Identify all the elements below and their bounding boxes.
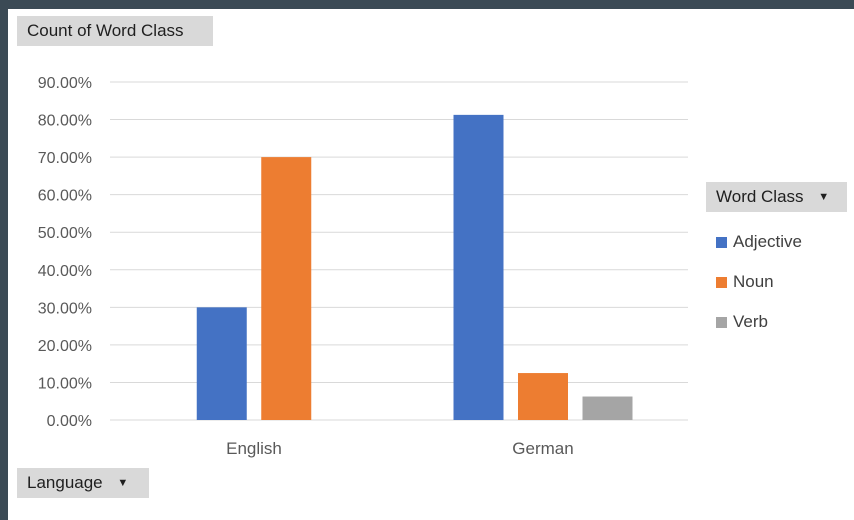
legend-label: Verb <box>733 312 768 332</box>
y-tick-label: 10.00% <box>38 375 92 392</box>
bar-adjective-english[interactable] <box>197 307 247 420</box>
verb-swatch-icon <box>716 317 727 328</box>
values-field-label: Count of Word Class <box>27 21 184 40</box>
dropdown-arrow-icon: ▼ <box>818 182 829 212</box>
y-axis-tick-labels: 0.00% 10.00% 20.00% 30.00% 40.00% 50.00% 60.00… <box>38 75 92 430</box>
axis-field-button[interactable]: Language ▼ <box>17 468 149 498</box>
legend-label: Noun <box>733 272 774 292</box>
legend-item-adjective: Adjective <box>716 222 802 262</box>
y-tick-label: 80.00% <box>38 113 92 130</box>
y-tick-label: 20.00% <box>38 338 92 355</box>
legend: Adjective Noun Verb <box>716 222 802 342</box>
bar-noun-german[interactable] <box>518 373 568 420</box>
x-category-label: English <box>226 439 282 458</box>
bar-noun-english[interactable] <box>261 157 311 420</box>
y-tick-label: 60.00% <box>38 188 92 205</box>
x-category-label: German <box>512 439 573 458</box>
gridlines <box>110 82 688 420</box>
x-axis-category-labels: English German <box>226 439 574 458</box>
axis-field-label: Language <box>27 473 103 492</box>
legend-field-label: Word Class <box>716 187 804 206</box>
legend-field-button[interactable]: Word Class ▼ <box>706 182 847 212</box>
bars <box>197 115 633 420</box>
y-tick-label: 0.00% <box>47 413 92 430</box>
legend-label: Adjective <box>733 232 802 252</box>
dropdown-arrow-icon: ▼ <box>117 468 128 498</box>
values-field-button[interactable]: Count of Word Class <box>17 16 213 46</box>
y-tick-label: 50.00% <box>38 225 92 242</box>
y-tick-label: 30.00% <box>38 300 92 317</box>
legend-item-verb: Verb <box>716 302 802 342</box>
y-tick-label: 90.00% <box>38 75 92 92</box>
y-tick-label: 40.00% <box>38 263 92 280</box>
y-tick-label: 70.00% <box>38 150 92 167</box>
bar-verb-german[interactable] <box>583 397 633 420</box>
bar-adjective-german[interactable] <box>454 115 504 420</box>
noun-swatch-icon <box>716 277 727 288</box>
adjective-swatch-icon <box>716 237 727 248</box>
legend-item-noun: Noun <box>716 262 802 302</box>
